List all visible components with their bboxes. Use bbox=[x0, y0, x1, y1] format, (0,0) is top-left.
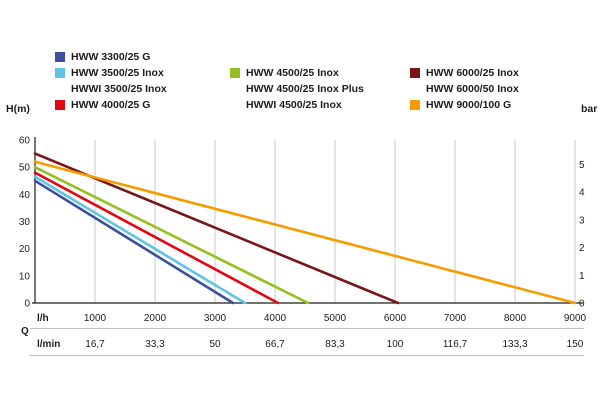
x-tick-lh: 5000 bbox=[324, 313, 347, 324]
x-tick-lh: 4000 bbox=[264, 313, 287, 324]
y-tick-left: 0 bbox=[24, 299, 30, 310]
x-tick-lmin: 100 bbox=[387, 339, 404, 350]
y-tick-right: 3 bbox=[579, 215, 585, 226]
legend-item: HWW 4500/25 Inox bbox=[230, 65, 410, 81]
legend-item: HWW 4500/25 Inox Plus bbox=[230, 81, 410, 97]
x-tick-lh: 3000 bbox=[204, 313, 227, 324]
x-tick-lmin: 66,7 bbox=[265, 339, 285, 350]
legend-label: HWW 6000/25 Inox bbox=[426, 67, 519, 79]
legend-label: HWWI 4500/25 Inox bbox=[246, 99, 342, 111]
y-tick-left: 40 bbox=[19, 190, 31, 201]
legend-column: HWW 3300/25 G HWW 3500/25 Inox HWWI 3500/2… bbox=[55, 49, 230, 113]
legend-swatch bbox=[410, 100, 420, 110]
legend: HWW 3300/25 G HWW 3500/25 Inox HWWI 3500/2… bbox=[55, 49, 580, 113]
y-tick-right: 5 bbox=[579, 160, 585, 171]
legend-label: HWW 6000/50 Inox bbox=[426, 83, 519, 95]
legend-item: HWW 9000/100 G bbox=[410, 97, 580, 113]
y-axis-label-left: H(m) bbox=[6, 103, 30, 115]
curve-hww-9000-100-g bbox=[33, 160, 577, 305]
legend-item: HWW 3500/25 Inox bbox=[55, 65, 230, 81]
legend-label: HWW 4500/25 Inox Plus bbox=[246, 83, 364, 95]
legend-column: HWW 4500/25 Inox HWW 4500/25 Inox Plus HWW… bbox=[230, 49, 410, 113]
legend-column: HWW 6000/25 Inox HWW 6000/50 Inox HWW 9000… bbox=[410, 49, 580, 113]
legend-swatch bbox=[230, 68, 240, 78]
y-tick-left: 60 bbox=[19, 136, 31, 147]
legend-item: HWW 4000/25 G bbox=[55, 97, 230, 113]
x-tick-lh: 6000 bbox=[384, 313, 407, 324]
legend-swatch bbox=[55, 100, 65, 110]
y-axis-label-right: bar bbox=[581, 103, 598, 115]
x-tick-lh: 1000 bbox=[84, 313, 107, 324]
legend-item: HWWI 4500/25 Inox bbox=[230, 97, 410, 113]
y-tick-right: 1 bbox=[579, 271, 585, 282]
legend-swatch bbox=[410, 68, 420, 78]
x-tick-lh: 2000 bbox=[144, 313, 167, 324]
x-tick-lmin: 133,3 bbox=[502, 339, 527, 350]
y-tick-left: 20 bbox=[19, 244, 31, 255]
legend-label: HWW 3500/25 Inox bbox=[71, 67, 164, 79]
x-tick-lh: 8000 bbox=[504, 313, 527, 324]
y-tick-left: 30 bbox=[19, 217, 31, 228]
legend-label: HWW 4000/25 G bbox=[71, 99, 151, 111]
legend-swatch bbox=[55, 52, 65, 62]
x-unit-lmin: l/min bbox=[37, 339, 60, 350]
x-tick-lh: 9000 bbox=[564, 313, 587, 324]
x-tick-lmin: 116,7 bbox=[443, 339, 468, 350]
x-tick-lmin: 83,3 bbox=[325, 339, 345, 350]
curve-hww-4000-25-g bbox=[33, 171, 280, 305]
legend-item: HWW 6000/25 Inox bbox=[410, 65, 580, 81]
curve-hww-3300-25-g bbox=[33, 179, 235, 305]
y-tick-left: 10 bbox=[19, 271, 31, 282]
curve-hww-3500-25-inox bbox=[33, 175, 247, 305]
x-tick-lmin: 150 bbox=[567, 339, 584, 350]
legend-label: HWW 3300/25 G bbox=[71, 51, 151, 63]
legend-label: HWW 9000/100 G bbox=[426, 99, 512, 111]
x-tick-lh: 7000 bbox=[444, 313, 467, 324]
y-tick-left: 50 bbox=[19, 163, 31, 174]
legend-label: HWW 4500/25 Inox bbox=[246, 67, 339, 79]
y-tick-right: 0 bbox=[579, 299, 585, 310]
y-tick-right: 2 bbox=[579, 243, 585, 254]
x-tick-lmin: 33,3 bbox=[145, 339, 165, 350]
legend-label: HWWI 3500/25 Inox bbox=[71, 83, 167, 95]
y-tick-right: 4 bbox=[579, 188, 585, 199]
x-unit-lh: l/h bbox=[37, 313, 49, 324]
legend-item: HWW 6000/50 Inox bbox=[410, 81, 580, 97]
curve-hww-4500-25-inox bbox=[33, 165, 310, 305]
legend-swatch bbox=[55, 68, 65, 78]
legend-item: HWW 3300/25 G bbox=[55, 49, 230, 65]
legend-item: HWWI 3500/25 Inox bbox=[55, 81, 230, 97]
x-tick-lmin: 50 bbox=[209, 339, 221, 350]
x-tick-lmin: 16,7 bbox=[85, 339, 105, 350]
x-axis-label-q: Q bbox=[21, 326, 29, 337]
